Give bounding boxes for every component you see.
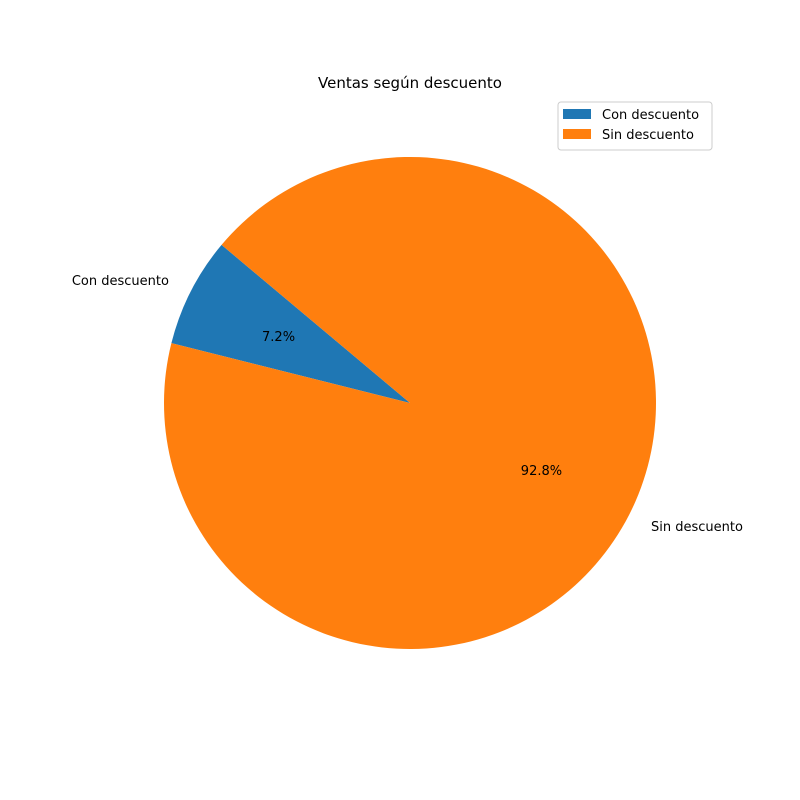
slice-percent-sin-descuento: 92.8% [521,464,562,479]
slice-label-con-descuento: Con descuento [72,274,169,289]
legend-label-con-descuento: Con descuento [602,108,699,123]
legend-swatch-con-descuento [563,109,591,119]
legend: Con descuento Sin descuento [558,102,712,150]
legend-label-sin-descuento: Sin descuento [602,128,694,143]
slice-percent-con-descuento: 7.2% [262,330,295,345]
slice-label-sin-descuento: Sin descuento [651,520,743,535]
legend-swatch-sin-descuento [563,129,591,139]
pie-slices [164,157,656,649]
pie-slice-sin-descuento [164,157,656,649]
chart-title: Ventas según descuento [318,74,502,92]
